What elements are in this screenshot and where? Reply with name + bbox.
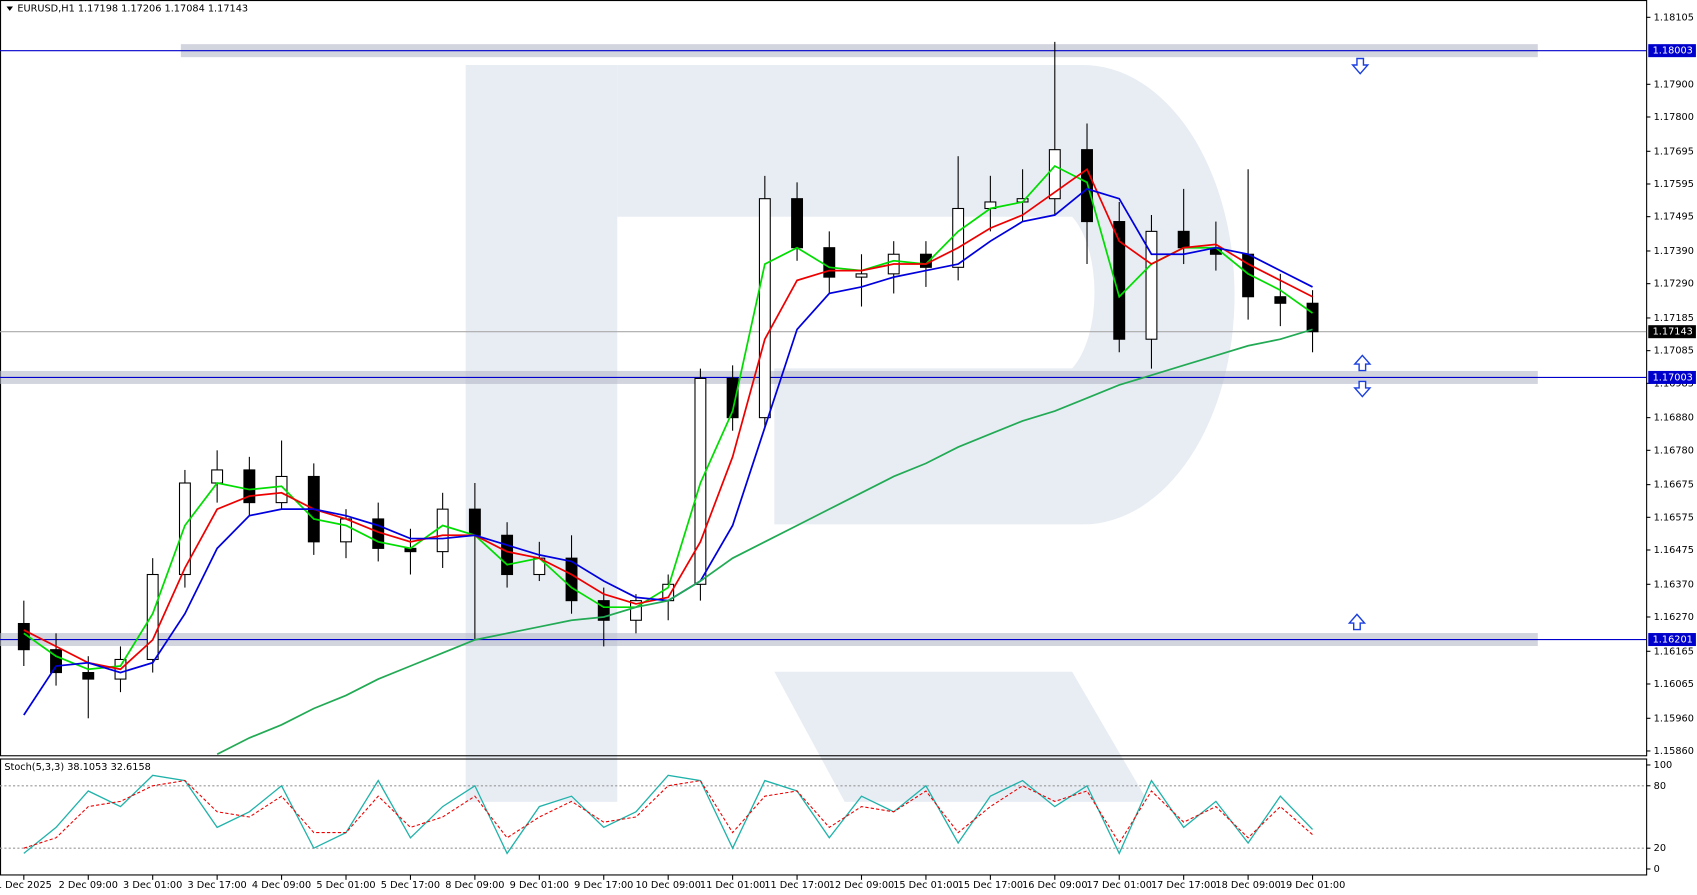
level-label: 1.16201: [1653, 635, 1693, 646]
x-tick-label: 12 Dec 09:00: [829, 880, 894, 891]
down-arrow: [1351, 57, 1370, 75]
candle-body: [436, 508, 449, 553]
watermark-bar: [465, 65, 618, 802]
candle-body: [565, 557, 578, 602]
stoch-tick-label: 80: [1654, 781, 1666, 792]
up-arrow: [1353, 354, 1372, 372]
candle-body: [211, 469, 224, 484]
candle-body: [468, 508, 481, 536]
current-price-box: [1648, 325, 1696, 339]
x-tick-label: 15 Dec 01:00: [893, 880, 958, 891]
stoch-title: Stoch(5,3,3) 38.1053 32.6158: [4, 762, 151, 773]
y-tick-label: 1.18105: [1654, 12, 1694, 23]
candle-body: [146, 573, 159, 661]
x-tick-label: 4 Dec 09:00: [252, 880, 311, 891]
y-tick-label: 1.17695: [1654, 146, 1694, 157]
x-tick-label: 17 Dec 17:00: [1151, 880, 1216, 891]
up-arrow: [1347, 613, 1367, 631]
level-label: 1.17003: [1653, 372, 1693, 383]
arrows: [1347, 57, 1372, 631]
candle-body: [855, 273, 868, 278]
current-price-label: 1.17143: [1653, 327, 1693, 338]
x-tick-label: 9 Dec 01:00: [510, 880, 569, 891]
candle-body: [791, 198, 804, 249]
x-tick-label: 19 Dec 01:00: [1280, 880, 1345, 891]
candle-body: [1145, 230, 1158, 340]
candle-body: [597, 600, 610, 621]
y-tick-label: 1.16880: [1654, 413, 1694, 424]
ma-line: [23, 164, 1314, 671]
x-tick-label: 16 Dec 09:00: [1022, 880, 1087, 891]
x-tick-label: 3 Dec 01:00: [123, 880, 182, 891]
y-tick-label: 1.17390: [1654, 246, 1694, 257]
candle-body: [1274, 296, 1287, 304]
x-tick-label: 2 Dec 09:00: [59, 880, 118, 891]
candle-body: [1048, 149, 1061, 200]
y-tick-label: 1.16575: [1654, 512, 1694, 523]
y-tick-label: 1.15960: [1654, 713, 1694, 724]
y-tick-label: 1.16165: [1654, 646, 1694, 657]
candle-body: [630, 600, 642, 621]
y-tick-label: 1.17290: [1654, 279, 1694, 290]
chart-title: EURUSD,H1 1.17198 1.17206 1.17084 1.1714…: [17, 4, 248, 15]
candle-body: [952, 207, 965, 268]
level-label: 1.18003: [1653, 46, 1693, 57]
x-tick-label: 3 Dec 17:00: [188, 880, 247, 891]
stoch-line: [23, 779, 1313, 849]
y-tick-label: 1.17595: [1654, 179, 1694, 190]
ma-line: [216, 328, 1313, 756]
y-tick-label: 1.16675: [1654, 480, 1694, 491]
candle-body: [275, 475, 288, 504]
x-tick-label: 11 Dec 17:00: [764, 880, 829, 891]
candle-body: [340, 518, 352, 543]
x-tick-label: 18 Dec 09:00: [1215, 880, 1280, 891]
x-tick-label: 5 Dec 17:00: [381, 880, 440, 891]
x-tick-label: 9 Dec 17:00: [574, 880, 633, 891]
y-tick-label: 1.16780: [1654, 445, 1694, 456]
stoch-tick-label: 0: [1654, 864, 1660, 875]
x-tick-label: 8 Dec 09:00: [445, 880, 504, 891]
candle-body: [243, 469, 256, 504]
y-tick-label: 1.17800: [1654, 112, 1694, 123]
candle-body: [726, 377, 739, 419]
y-tick-label: 1.17495: [1654, 212, 1694, 223]
candle-body: [1306, 302, 1319, 333]
x-tick-label: 1 Dec 2025: [0, 880, 52, 891]
candle-body: [82, 672, 95, 680]
ma-line: [23, 167, 1313, 671]
x-tick-label: 15 Dec 17:00: [958, 880, 1023, 891]
y-tick-label: 1.16370: [1654, 579, 1694, 590]
x-tick-label: 11 Dec 01:00: [700, 880, 765, 891]
menu-triangle: [6, 6, 13, 11]
candle-body: [501, 534, 514, 576]
level-label-box: [1648, 44, 1696, 58]
x-tick-label: 17 Dec 01:00: [1087, 880, 1152, 891]
candle-body: [823, 247, 836, 278]
stoch-tick-label: 20: [1654, 843, 1666, 854]
candle-body: [758, 198, 771, 419]
down-arrow: [1353, 380, 1372, 398]
x-tick-label: 10 Dec 09:00: [635, 880, 700, 891]
y-tick-label: 1.16475: [1654, 545, 1694, 556]
candle-body: [1081, 149, 1093, 223]
watermark-leg: [774, 671, 1148, 802]
y-tick-label: 1.16270: [1654, 612, 1694, 623]
level-label-box: [1648, 370, 1696, 384]
candle-body: [50, 649, 62, 674]
y-tick-label: 1.16065: [1654, 679, 1694, 690]
y-tick-label: 1.17900: [1654, 79, 1694, 90]
candle-body: [178, 482, 191, 576]
level-label-box: [1648, 633, 1696, 647]
y-tick-label: 1.15860: [1654, 746, 1694, 757]
candle-body: [1177, 230, 1190, 249]
stoch-frame: [0, 758, 1648, 876]
y-tick-label: 1.17085: [1654, 346, 1694, 357]
x-tick-label: 5 Dec 01:00: [316, 880, 375, 891]
stoch-tick-label: 100: [1654, 760, 1673, 771]
y-tick-label: 1.17185: [1654, 313, 1694, 324]
